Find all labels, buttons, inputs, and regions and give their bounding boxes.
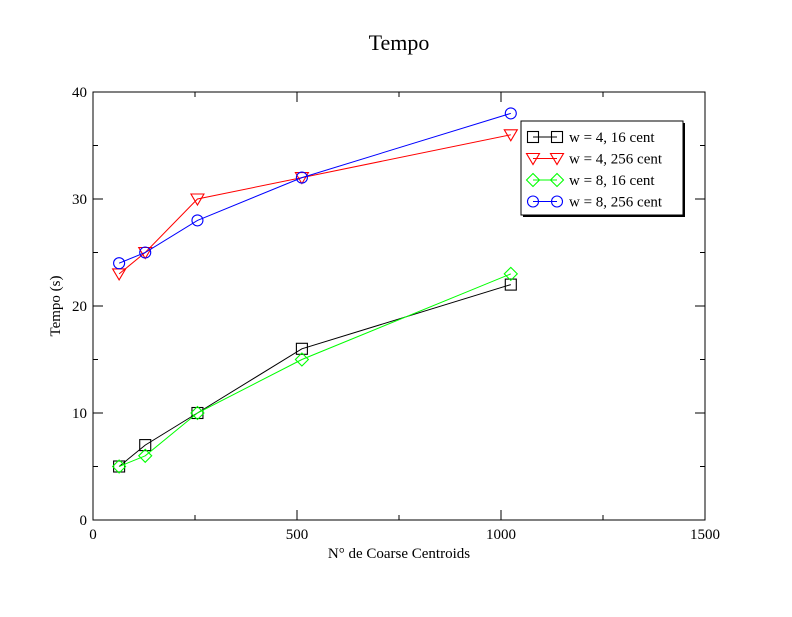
data-point: [504, 278, 517, 291]
series-4: [113, 107, 517, 270]
data-point: [189, 193, 205, 207]
series-line: [118, 273, 511, 467]
series-line: [118, 284, 511, 467]
legend-marker: [525, 172, 541, 188]
data-point: [503, 129, 519, 142]
data-point: [295, 171, 308, 184]
series-2: [111, 129, 519, 281]
legend-label: w = 4, 16 cent: [569, 130, 655, 146]
data-point: [295, 342, 308, 355]
x-tick-label: 0: [89, 527, 97, 543]
series-1: [113, 278, 517, 473]
data-point: [503, 266, 519, 282]
data-point: [504, 107, 517, 120]
legend-entry: w = 4, 256 cent: [525, 152, 663, 168]
x-tick-label: 1500: [690, 527, 720, 543]
legend-marker: [526, 195, 540, 208]
series-line: [118, 134, 511, 275]
legend-marker: [550, 195, 564, 208]
legend-marker: [525, 152, 541, 166]
data-point: [113, 460, 126, 473]
data-point: [139, 439, 152, 452]
legend-label: w = 4, 256 cent: [569, 152, 663, 168]
chart-title: Tempo: [369, 30, 430, 55]
legend-label: w = 8, 16 cent: [569, 173, 655, 189]
x-tick-label: 500: [286, 527, 309, 543]
series-layer: [111, 107, 519, 474]
legend-marker: [549, 152, 565, 166]
data-point: [137, 448, 153, 464]
legend-entry: w = 4, 16 cent: [526, 130, 655, 146]
y-tick-label: 20: [72, 299, 87, 315]
series-line: [118, 112, 511, 264]
y-tick-label: 40: [72, 85, 87, 101]
x-axis-label: N° de Coarse Centroids: [328, 546, 470, 562]
legend-entry: w = 8, 16 cent: [525, 172, 655, 189]
data-point: [191, 214, 204, 227]
data-point: [191, 406, 204, 420]
y-tick-label: 30: [72, 192, 87, 208]
x-tick-label: 1000: [486, 527, 516, 543]
data-point: [139, 246, 152, 259]
series-3: [111, 266, 519, 474]
legend-marker: [526, 130, 540, 144]
data-point: [190, 405, 205, 421]
legend-marker: [550, 130, 564, 144]
y-axis-label: Tempo (s): [48, 275, 64, 336]
y-tick-label: 0: [80, 513, 88, 529]
data-point: [294, 352, 310, 367]
legend-marker: [549, 172, 565, 188]
y-tick-label: 10: [72, 406, 87, 422]
data-point: [113, 257, 126, 270]
legend-entry: w = 8, 256 cent: [526, 195, 663, 211]
axis-ticks: [92, 91, 706, 521]
data-point: [111, 459, 127, 474]
legend-label: w = 8, 256 cent: [569, 195, 663, 211]
axis-tick-labels: 0 500 1000 1500 0 10 20 30 40: [72, 85, 720, 543]
legend: w = 4, 16 cent w = 4, 256 cent w = 8, 16 c…: [520, 120, 685, 217]
